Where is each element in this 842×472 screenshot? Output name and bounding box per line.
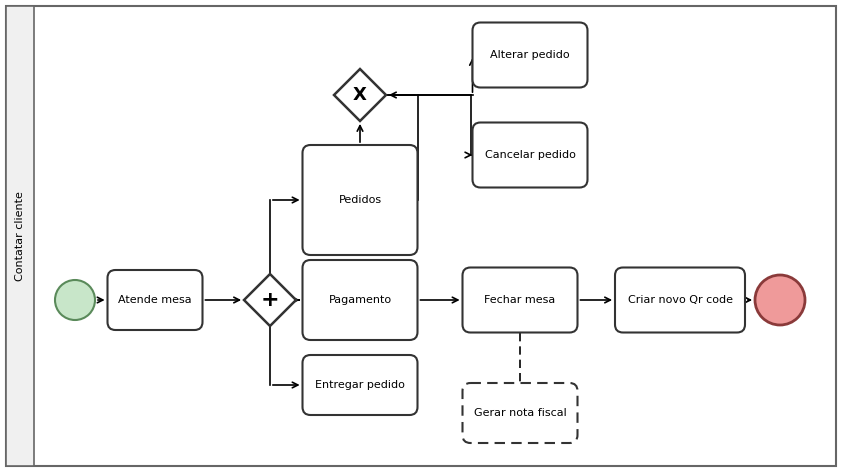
Text: X: X <box>353 86 367 104</box>
Polygon shape <box>334 69 386 121</box>
FancyBboxPatch shape <box>302 355 418 415</box>
Text: Gerar nota fiscal: Gerar nota fiscal <box>473 408 567 418</box>
FancyBboxPatch shape <box>472 123 588 187</box>
FancyBboxPatch shape <box>462 383 578 443</box>
Text: Contatar cliente: Contatar cliente <box>15 191 25 281</box>
FancyBboxPatch shape <box>472 23 588 87</box>
FancyBboxPatch shape <box>302 145 418 255</box>
FancyBboxPatch shape <box>615 268 745 332</box>
FancyBboxPatch shape <box>108 270 202 330</box>
Text: Alterar pedido: Alterar pedido <box>490 50 570 60</box>
Polygon shape <box>244 274 296 326</box>
FancyBboxPatch shape <box>462 268 578 332</box>
FancyBboxPatch shape <box>6 6 836 466</box>
Text: Atende mesa: Atende mesa <box>118 295 192 305</box>
Circle shape <box>755 275 805 325</box>
FancyBboxPatch shape <box>302 260 418 340</box>
Text: +: + <box>261 290 280 310</box>
Text: Pedidos: Pedidos <box>338 195 381 205</box>
Text: Pagamento: Pagamento <box>328 295 392 305</box>
Text: Fechar mesa: Fechar mesa <box>484 295 556 305</box>
Text: Criar novo Qr code: Criar novo Qr code <box>627 295 733 305</box>
Circle shape <box>55 280 95 320</box>
Text: Entregar pedido: Entregar pedido <box>315 380 405 390</box>
FancyBboxPatch shape <box>6 6 34 466</box>
Text: Cancelar pedido: Cancelar pedido <box>484 150 575 160</box>
